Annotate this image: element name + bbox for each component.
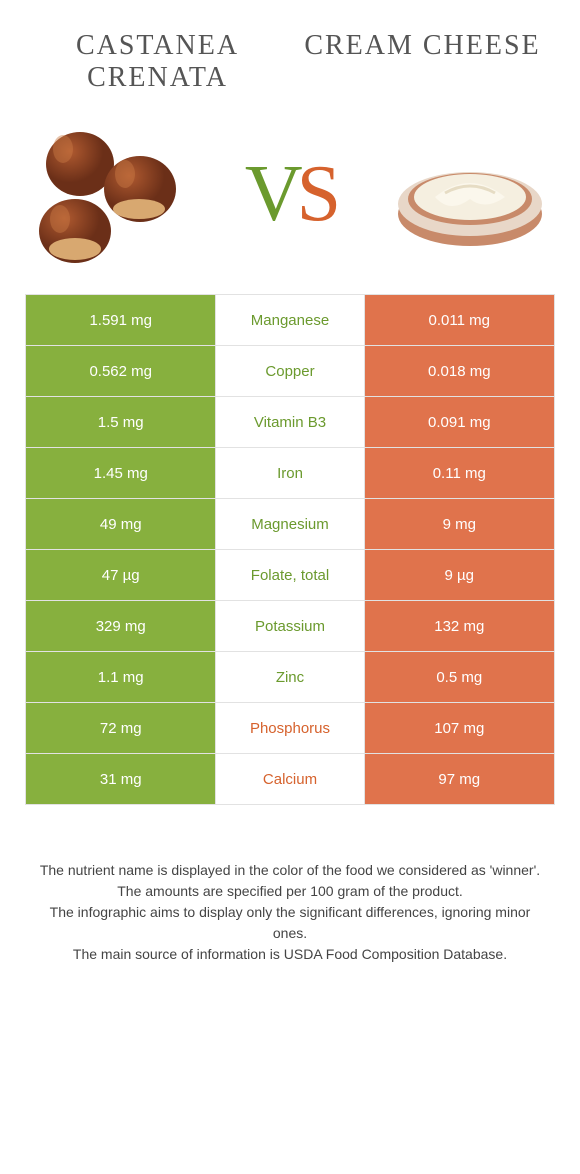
left-value: 47 µg <box>26 550 216 601</box>
nutrient-name: Copper <box>216 346 364 397</box>
nutrient-name: Iron <box>216 448 364 499</box>
nutrient-name: Manganese <box>216 295 364 346</box>
left-value: 1.45 mg <box>26 448 216 499</box>
footnote-4: The main source of information is USDA F… <box>31 944 549 965</box>
vs-v: V <box>245 150 297 238</box>
nutrient-name: Zinc <box>216 652 364 703</box>
table-row: 1.591 mgManganese0.011 mg <box>26 295 555 346</box>
table-row: 31 mgCalcium97 mg <box>26 754 555 805</box>
left-value: 0.562 mg <box>26 346 216 397</box>
comparison-table: 1.591 mgManganese0.011 mg0.562 mgCopper0… <box>25 294 555 805</box>
right-value: 0.011 mg <box>364 295 554 346</box>
footnote-2: The amounts are specified per 100 gram o… <box>31 881 549 902</box>
right-value: 97 mg <box>364 754 554 805</box>
left-value: 1.591 mg <box>26 295 216 346</box>
right-value: 0.11 mg <box>364 448 554 499</box>
left-value: 1.5 mg <box>26 397 216 448</box>
nutrient-name: Calcium <box>216 754 364 805</box>
nutrient-name: Magnesium <box>216 499 364 550</box>
footnote-3: The infographic aims to display only the… <box>31 902 549 944</box>
right-value: 107 mg <box>364 703 554 754</box>
table-row: 329 mgPotassium132 mg <box>26 601 555 652</box>
right-value: 0.5 mg <box>364 652 554 703</box>
left-food-name: Castanea crenata <box>25 30 290 94</box>
right-value: 132 mg <box>364 601 554 652</box>
left-value: 1.1 mg <box>26 652 216 703</box>
illustration-row: VS <box>25 119 555 269</box>
header-titles: Castanea crenata Cream cheese <box>25 20 555 104</box>
right-value: 9 mg <box>364 499 554 550</box>
vs-label: VS <box>245 149 335 240</box>
table-row: 1.1 mgZinc0.5 mg <box>26 652 555 703</box>
nutrient-name: Phosphorus <box>216 703 364 754</box>
table-row: 1.45 mgIron0.11 mg <box>26 448 555 499</box>
table-row: 49 mgMagnesium9 mg <box>26 499 555 550</box>
left-value: 329 mg <box>26 601 216 652</box>
right-value: 0.018 mg <box>364 346 554 397</box>
cream-cheese-icon <box>385 119 555 269</box>
right-value: 0.091 mg <box>364 397 554 448</box>
table-row: 0.562 mgCopper0.018 mg <box>26 346 555 397</box>
chestnut-icon <box>25 119 195 269</box>
vs-s: S <box>297 150 336 238</box>
nutrient-name: Potassium <box>216 601 364 652</box>
footnote-1: The nutrient name is displayed in the co… <box>31 860 549 881</box>
nutrient-name: Folate, total <box>216 550 364 601</box>
right-food-name: Cream cheese <box>290 30 555 62</box>
footnotes: The nutrient name is displayed in the co… <box>25 860 555 965</box>
table-row: 72 mgPhosphorus107 mg <box>26 703 555 754</box>
right-value: 9 µg <box>364 550 554 601</box>
left-value: 72 mg <box>26 703 216 754</box>
left-value: 49 mg <box>26 499 216 550</box>
table-row: 47 µgFolate, total9 µg <box>26 550 555 601</box>
left-value: 31 mg <box>26 754 216 805</box>
table-row: 1.5 mgVitamin B30.091 mg <box>26 397 555 448</box>
nutrient-name: Vitamin B3 <box>216 397 364 448</box>
